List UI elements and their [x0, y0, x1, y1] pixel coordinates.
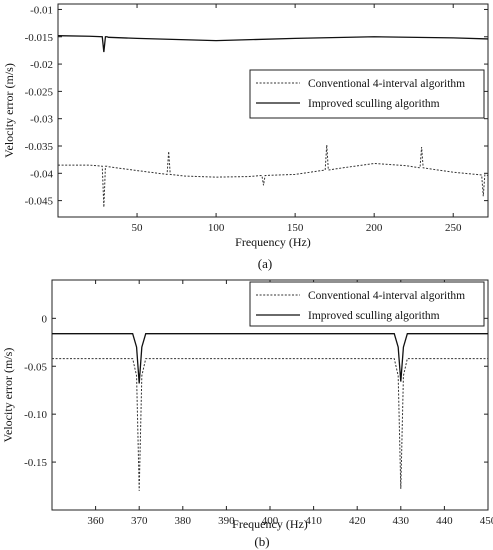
x-tick-label-b: 390 — [218, 515, 235, 527]
y-tick-label-a: -0.045 — [25, 196, 54, 208]
series-line-a-2 — [57, 35, 489, 53]
x-tick-label-b: 380 — [175, 515, 192, 527]
y-tick-label-b: 0 — [42, 313, 48, 325]
x-tick-label-a: 50 — [132, 222, 144, 234]
y-tick-label-a: -0.01 — [30, 4, 53, 16]
legend-box-a — [249, 69, 485, 119]
chart-b: 360 370 380 390 400 410 420 430 440 450 0 -0.05 -0.1… — [1, 279, 493, 549]
x-tick-label-b: 420 — [349, 515, 366, 527]
y-axis-label-a: Velocity error (m/s) — [2, 63, 16, 158]
y-tick-label-a: -0.02 — [30, 59, 53, 71]
chart-caption-b: (b) — [254, 534, 269, 549]
y-tick-label-a: -0.04 — [30, 168, 53, 180]
x-tick-label-b: 360 — [87, 515, 104, 527]
chart-a: 50 100 150 200 250 -0.01 -0.015 -0.02 -0.025 -0.0… — [2, 3, 489, 271]
x-tick-label-b: 370 — [131, 515, 148, 527]
y-tick-label-a: -0.025 — [25, 86, 54, 98]
x-tick-label-b: 400 — [262, 515, 279, 527]
y-tick-label-a: -0.03 — [30, 114, 53, 126]
series-line-b-1 — [52, 358, 488, 491]
x-tick-label-b: 410 — [305, 515, 322, 527]
legend-label-b-2: Improved sculling algorithm — [308, 310, 440, 322]
y-tick-label-b: -0.05 — [24, 361, 47, 373]
x-tick-label-a: 250 — [445, 222, 462, 234]
x-axis-label-b: Frequency (Hz) — [232, 517, 308, 531]
x-axis-label-a: Frequency (Hz) — [235, 235, 311, 249]
x-tick-label-a: 100 — [208, 222, 225, 234]
x-tick-label-a: 200 — [366, 222, 383, 234]
x-tick-label-a: 150 — [287, 222, 304, 234]
legend-label-a-1: Conventional 4-interval algorithm — [308, 78, 465, 90]
x-tick-label-b: 440 — [436, 515, 453, 527]
y-tick-label-b: -0.15 — [24, 457, 47, 469]
chart-caption-a: (a) — [258, 256, 272, 271]
x-tick-label-b: 450 — [480, 515, 493, 527]
y-tick-label-a: -0.015 — [25, 32, 54, 44]
y-axis-label-b: Velocity error (m/s) — [1, 348, 15, 443]
legend-label-a-2: Improved sculling algorithm — [308, 98, 440, 110]
y-tick-label-b: -0.10 — [24, 409, 47, 421]
series-line-a-1 — [58, 144, 489, 208]
legend-box-b — [249, 281, 485, 327]
y-tick-label-a: -0.035 — [25, 141, 54, 153]
x-tick-label-b: 430 — [393, 515, 410, 527]
legend-label-b-1: Conventional 4-interval algorithm — [308, 290, 465, 302]
series-line-b-2 — [52, 333, 488, 384]
